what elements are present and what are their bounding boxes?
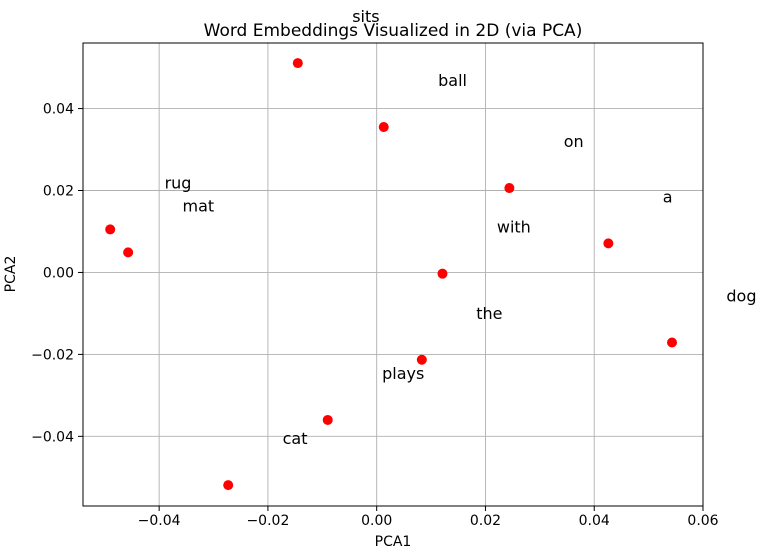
data-point-sits	[292, 58, 303, 69]
word-label-sits: sits	[352, 7, 379, 26]
y-axis-label: PCA2	[3, 256, 19, 293]
word-label-dog: dog	[726, 287, 756, 306]
word-label-mat: mat	[183, 196, 215, 215]
x-tick-label: 0.00	[361, 513, 392, 529]
x-tick-label: 0.04	[579, 513, 610, 529]
data-point-rug	[105, 224, 116, 235]
word-label-plays: plays	[382, 364, 424, 383]
x-tick-label: 0.06	[687, 513, 718, 529]
word-annotations: sits ball on rug mat a with dog the plays cat	[165, 7, 757, 448]
data-point-mat	[123, 247, 134, 258]
plot-border	[82, 42, 704, 507]
word-label-rug: rug	[165, 173, 192, 192]
word-label-a: a	[663, 187, 673, 206]
y-tick-label: −0.04	[31, 429, 74, 445]
data-point-ball	[378, 121, 389, 132]
x-tick-label: −0.04	[138, 513, 181, 529]
y-tick-label: 0.00	[43, 265, 74, 281]
data-point-on	[504, 183, 515, 194]
chart-title: Word Embeddings Visualized in 2D (via PC…	[204, 21, 583, 41]
y-tick-label: 0.02	[43, 184, 74, 200]
x-tick-label: −0.02	[246, 513, 289, 529]
data-point-with	[437, 268, 448, 279]
data-point-cat	[223, 480, 234, 491]
word-label-ball: ball	[438, 71, 467, 90]
axis-ticks: −0.04 −0.02 0.00 0.02 0.04 0.06 0.04 0.02 0.00 −0…	[31, 102, 719, 529]
y-tick-label: 0.04	[43, 102, 74, 118]
x-tick-label: 0.02	[470, 513, 501, 529]
data-points	[105, 58, 677, 491]
x-axis-label: PCA1	[375, 534, 412, 550]
word-label-with: with	[497, 218, 531, 237]
word-label-cat: cat	[283, 429, 308, 448]
data-point-a	[603, 238, 614, 249]
grid-lines	[83, 43, 704, 506]
word-label-the: the	[476, 304, 502, 323]
y-tick-label: −0.02	[31, 347, 74, 363]
word-label-on: on	[564, 132, 584, 151]
data-point-plays	[322, 414, 333, 425]
axes-spines	[82, 42, 704, 507]
data-point-dog	[667, 337, 677, 348]
data-point-the	[416, 354, 427, 365]
